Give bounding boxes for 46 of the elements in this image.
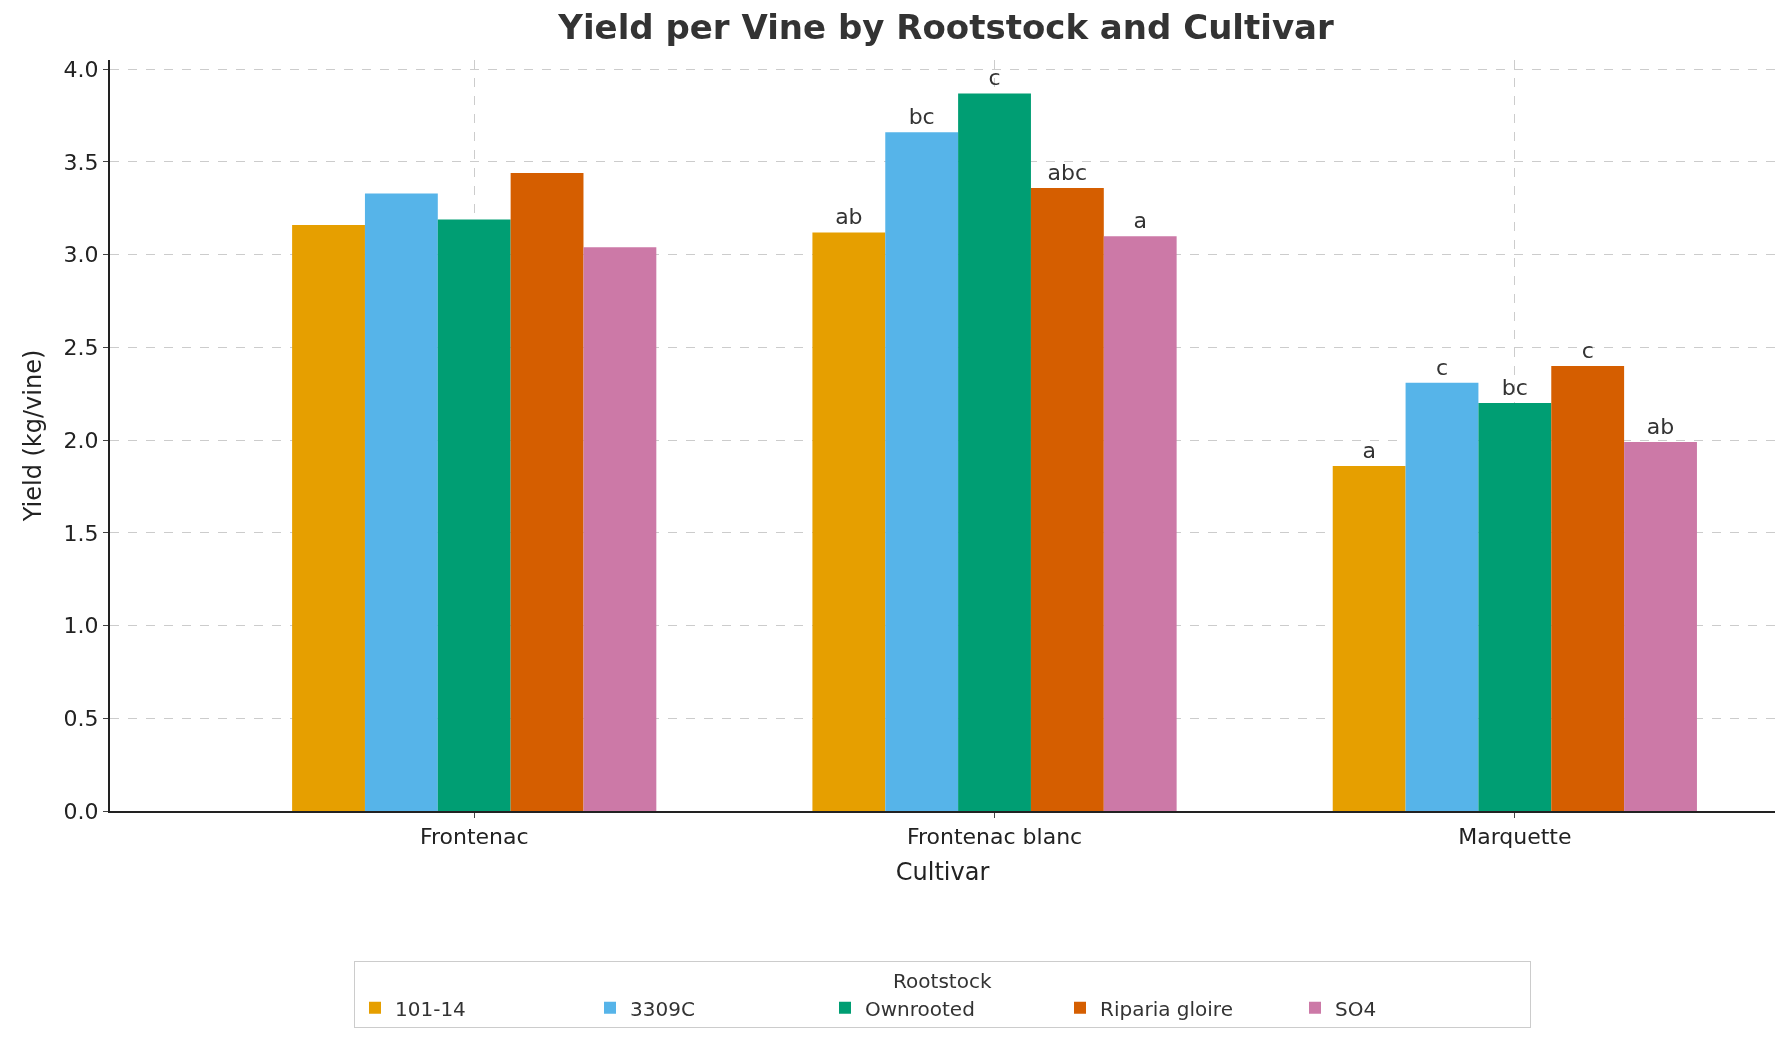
bar <box>510 173 584 811</box>
y-tick-label: 2.5 <box>63 335 99 361</box>
bar <box>437 219 511 811</box>
y-tick-label: 4.0 <box>63 56 99 82</box>
data-label: ab <box>1646 413 1675 439</box>
bar <box>583 247 657 811</box>
bar <box>1405 382 1479 811</box>
bar <box>1030 187 1104 811</box>
legend-label: SO4 <box>1335 996 1377 1021</box>
data-label: a <box>1362 438 1376 464</box>
bar <box>364 193 438 811</box>
y-tick-label: 0.5 <box>63 705 99 731</box>
y-tick-label: 3.5 <box>63 149 99 175</box>
bar <box>1551 365 1625 811</box>
chart-title: Yield per Vine by Rootstock and Cultivar <box>557 7 1335 48</box>
data-label: a <box>1133 208 1147 234</box>
data-label: c <box>988 65 1001 91</box>
y-tick-label: 2.0 <box>63 427 99 453</box>
legend-label: 101-14 <box>395 996 466 1021</box>
legend-title: Rootstock <box>893 969 992 994</box>
data-label: abc <box>1047 159 1088 185</box>
bar <box>885 132 959 811</box>
x-tick-label: Frontenac blanc <box>906 824 1083 850</box>
data-label: ab <box>835 204 863 230</box>
data-label: bc <box>1501 375 1528 401</box>
data-label: bc <box>908 104 935 130</box>
y-axis-title: Yield (kg/vine) <box>19 349 48 523</box>
legend-label: Ownrooted <box>865 996 975 1021</box>
y-tick-label: 1.0 <box>63 613 99 639</box>
x-tick-label: Frontenac <box>419 824 529 850</box>
bar <box>292 225 365 811</box>
bar <box>1103 236 1177 811</box>
data-label: c <box>1581 337 1594 363</box>
bar <box>1478 403 1552 811</box>
legend-label: 3309C <box>630 996 695 1021</box>
y-tick-label: 3.0 <box>63 242 99 268</box>
legend-label: Riparia gloire <box>1100 996 1233 1021</box>
bar <box>958 93 1031 811</box>
bar <box>1332 466 1406 811</box>
y-tick-label: 0.0 <box>63 798 99 824</box>
bar <box>812 232 886 811</box>
bar <box>1624 441 1697 811</box>
x-axis-title: Cultivar <box>895 858 990 887</box>
y-tick-label: 1.5 <box>63 520 99 546</box>
x-tick-label: Marquette <box>1458 824 1572 850</box>
data-label: c <box>1435 354 1449 380</box>
